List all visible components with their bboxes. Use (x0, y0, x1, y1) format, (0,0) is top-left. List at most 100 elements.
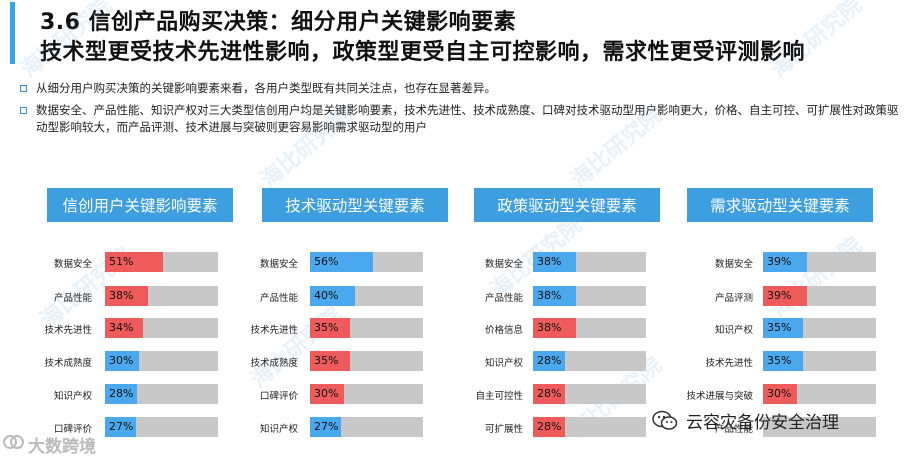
bar-fill (533, 318, 576, 338)
factor-label: 产品性能 (259, 293, 298, 304)
panel-header-2: 技术驱动型关键要素 (262, 188, 448, 222)
bullet-text: 数据安全、产品性能、知识产权对三大类型信创用户均是关键影响要素，技术先进性、技术… (36, 103, 899, 134)
bar-value-label: 56% (314, 255, 339, 268)
bar-track: 40% (310, 286, 423, 306)
bar-value-label: 35% (767, 321, 792, 334)
bar-track: 56% (310, 252, 423, 272)
bar-track: 35% (763, 318, 876, 338)
bar-fill (310, 384, 344, 404)
factor-label: 产品性能 (53, 293, 92, 304)
factor-label: 数据安全 (714, 259, 753, 270)
bar-value-label: 35% (767, 354, 792, 367)
bar-fill (310, 417, 341, 437)
bar-track: 35% (310, 351, 423, 371)
factor-label: 产品评测 (714, 293, 753, 304)
bar-value-label: 30% (109, 354, 134, 367)
bar-track: 28% (533, 417, 646, 437)
bar-value-label: 38% (109, 289, 134, 302)
bullet-text: 从细分用户购买决策的关键影响要素来看，各用户类型既有共同关注点，也存在显著差异。 (36, 81, 496, 95)
factor-label: 技术先进性 (705, 358, 753, 369)
bar-value-label: 30% (767, 387, 792, 400)
bar-track: 28% (105, 384, 218, 404)
bar-fill (763, 318, 803, 338)
factor-label: 价格信息 (484, 325, 523, 336)
bar-fill (310, 318, 350, 338)
bar-fill (533, 351, 565, 371)
bar-track: 35% (310, 318, 423, 338)
bar-track (763, 417, 876, 437)
bar-fill (310, 286, 355, 306)
bar-fill (105, 417, 136, 437)
bar-fill (533, 286, 576, 306)
bar-fill (763, 351, 803, 371)
bar-track: 39% (763, 286, 876, 306)
bar-value-label: 35% (314, 354, 339, 367)
bar-value-label: 27% (109, 420, 134, 433)
wechat-account-badge: 云容灾备份安全治理 (652, 408, 839, 433)
bar-track: 27% (310, 417, 423, 437)
factor-label: 数据安全 (53, 259, 92, 270)
logo-mark-icon (2, 433, 24, 456)
bar-fill (763, 286, 807, 306)
bar-value-label: 39% (767, 255, 792, 268)
bar-value-label: 28% (537, 354, 562, 367)
bar-value-label: 34% (109, 321, 134, 334)
logo-text: 大数跨境 (28, 437, 96, 457)
factor-label: 口碑评价 (53, 424, 92, 435)
wechat-icon (652, 410, 678, 432)
wechat-account-name: 云容灾备份安全治理 (686, 413, 839, 433)
brand-logo: 大数跨境 (2, 432, 96, 457)
bar-track: 30% (310, 384, 423, 404)
bar-track: 34% (105, 318, 218, 338)
factor-label: 产品性能 (484, 293, 523, 304)
panel-header-4: 需求驱动型关键要素 (687, 188, 873, 222)
factor-label: 自主可控性 (475, 391, 523, 402)
bullet-square-icon (20, 107, 27, 114)
bullet-square-icon (20, 85, 27, 92)
factor-label: 知识产权 (53, 391, 92, 402)
factor-label: 知识产权 (714, 325, 753, 336)
title-accent-bar (10, 2, 15, 64)
bar-track: 51% (105, 252, 218, 272)
factor-label: 产品性能 (714, 424, 753, 435)
factor-label: 知识产权 (259, 424, 298, 435)
bar-fill (763, 384, 797, 404)
page-title: 3.6 信创产品购买决策：细分用户关键影响要素 (40, 10, 517, 35)
factor-label: 技术成熟度 (250, 358, 298, 369)
bar-fill (533, 252, 576, 272)
bar-fill (763, 252, 807, 272)
bar-track: 38% (533, 286, 646, 306)
bar-track: 28% (533, 351, 646, 371)
watermark-text: 海比研究院 (246, 302, 347, 393)
bar-value-label: 38% (537, 321, 562, 334)
factor-label: 可扩展性 (484, 424, 523, 435)
bullet-item: 数据安全、产品性能、知识产权对三大类型信创用户均是关键影响要素，技术先进性、技术… (20, 102, 900, 138)
panel-header-3: 政策驱动型关键要素 (474, 188, 660, 222)
bar-track: 30% (105, 351, 218, 371)
bullet-item: 从细分用户购买决策的关键影响要素来看，各用户类型既有共同关注点，也存在显著差异。 (20, 80, 900, 98)
bar-track: 38% (533, 252, 646, 272)
panel-header-1: 信创用户关键影响要素 (47, 188, 233, 222)
bar-value-label: 30% (314, 387, 339, 400)
factor-label: 数据安全 (259, 259, 298, 270)
bar-track: 39% (763, 252, 876, 272)
bar-track: 38% (105, 286, 218, 306)
bar-fill (310, 252, 373, 272)
bar-track: 27% (105, 417, 218, 437)
bar-value-label: 38% (537, 289, 562, 302)
factor-label: 技术先进性 (250, 325, 298, 336)
factor-label: 口碑评价 (259, 391, 298, 402)
bar-fill (533, 384, 565, 404)
factor-label: 技术进展与突破 (686, 391, 753, 402)
bar-value-label: 27% (314, 420, 339, 433)
bar-fill (105, 384, 137, 404)
factor-label: 技术先进性 (44, 325, 92, 336)
factor-label: 数据安全 (484, 259, 523, 270)
bar-fill (105, 318, 143, 338)
bar-fill (105, 286, 148, 306)
page-subtitle: 技术型更受技术先进性影响，政策型更受自主可控影响，需求性更受评测影响 (40, 40, 806, 65)
bar-track: 30% (763, 384, 876, 404)
bar-value-label: 39% (767, 289, 792, 302)
bar-fill (105, 351, 139, 371)
bar-fill (310, 351, 350, 371)
